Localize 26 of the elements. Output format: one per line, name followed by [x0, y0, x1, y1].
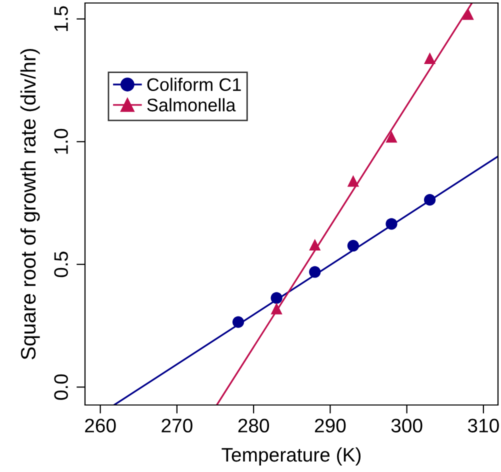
y-axis-title: Square root of growth rate (div/hr) [20, 48, 40, 360]
point [309, 238, 321, 251]
x-axis-title: Temperature (K) [222, 447, 361, 466]
point [309, 266, 321, 278]
point [386, 130, 398, 143]
x-tick-label: 300 [391, 418, 422, 432]
legend-label: Coliform C1 [147, 78, 241, 92]
x-tick-label: 270 [162, 418, 192, 432]
y-tick-label: 0.5 [54, 252, 68, 278]
point [270, 292, 282, 304]
x-tick-label: 280 [238, 418, 270, 432]
point [347, 240, 359, 252]
legend-label: Salmonella [147, 98, 236, 112]
point [386, 218, 398, 230]
x-tick-label: 310 [468, 418, 499, 432]
point [347, 175, 359, 187]
point [424, 194, 436, 206]
x-tick-label: 290 [314, 418, 346, 432]
point [270, 302, 282, 314]
x-tick-label: 260 [85, 418, 116, 432]
point [462, 8, 474, 20]
y-tick-label: 1.5 [54, 6, 68, 31]
y-tick-label: 0.0 [54, 374, 68, 400]
y-tick-label: 1.0 [54, 128, 68, 154]
point [232, 316, 244, 328]
point [424, 52, 436, 64]
